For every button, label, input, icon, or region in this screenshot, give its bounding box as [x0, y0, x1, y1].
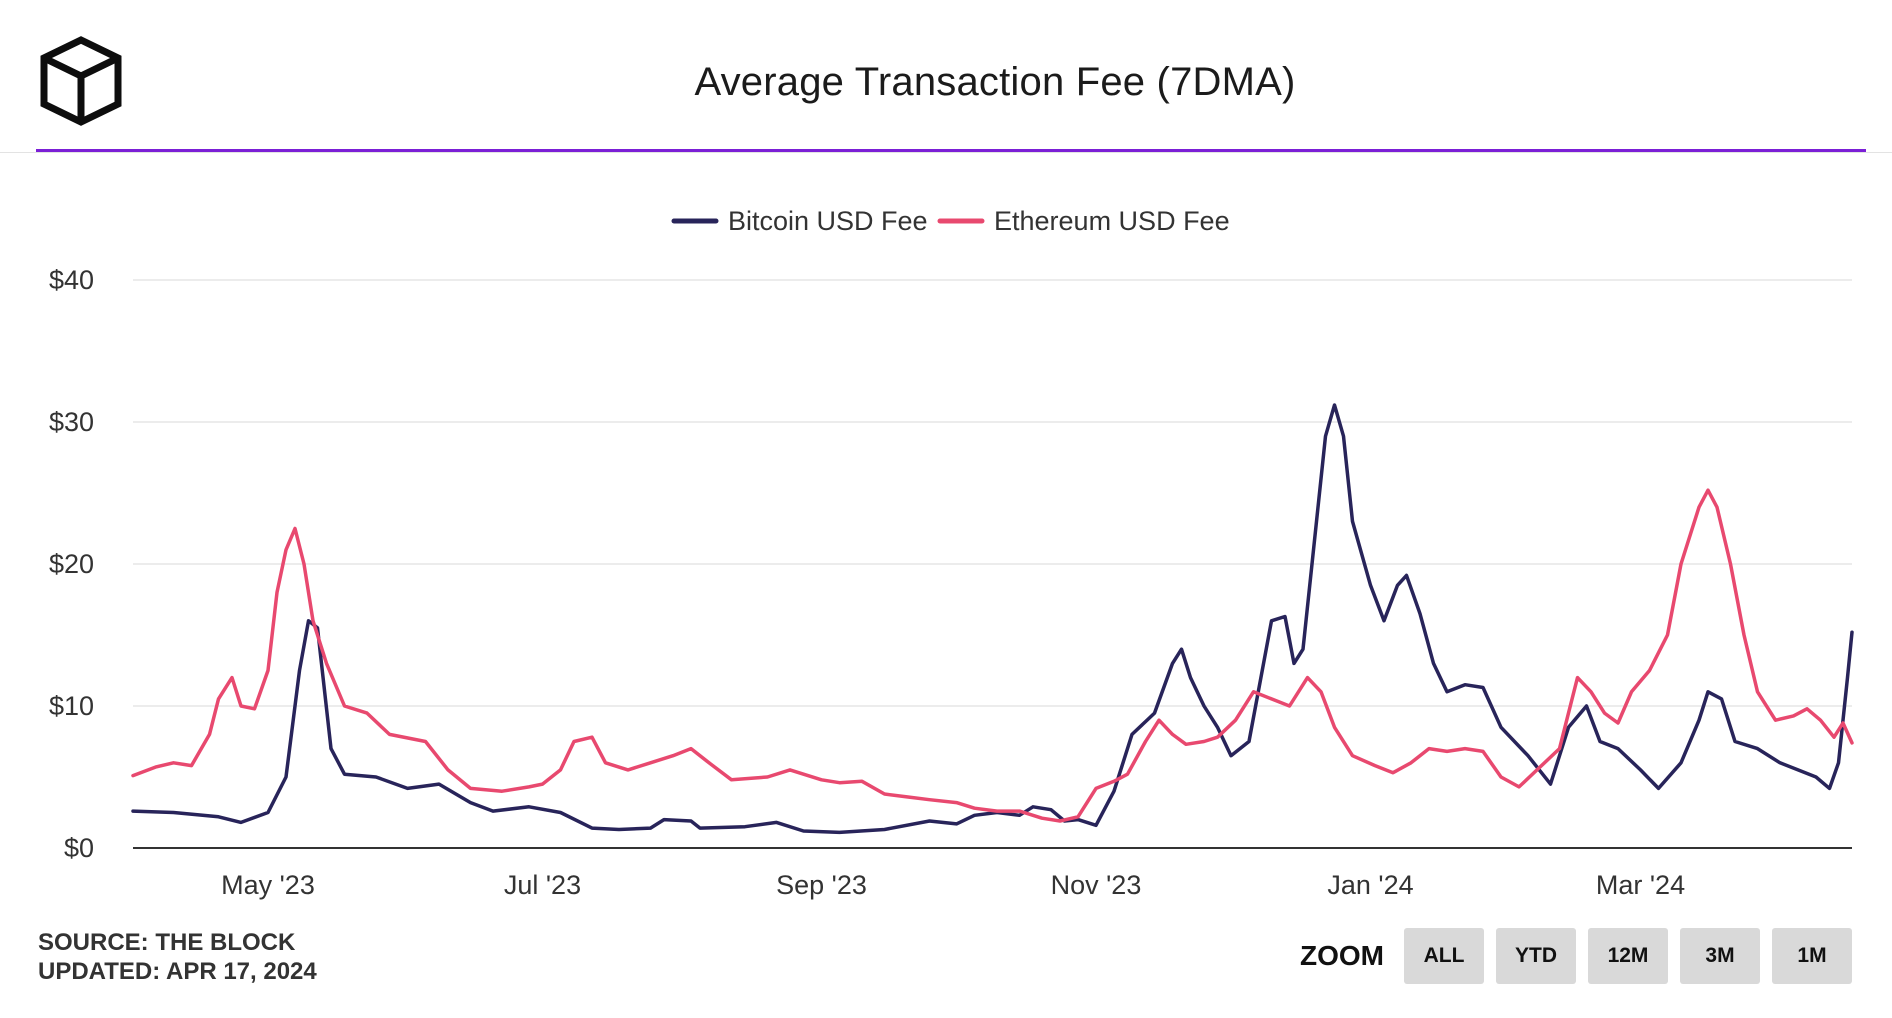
- gridlines: [133, 279, 1852, 707]
- x-tick-label: Jan '24: [1327, 870, 1413, 900]
- zoom-3m-button[interactable]: 3M: [1680, 928, 1760, 984]
- x-tick-label: May '23: [221, 870, 315, 900]
- zoom-12m-button[interactable]: 12M: [1588, 928, 1668, 984]
- x-axis: May '23 Jul '23 Sep '23 Nov '23 Jan '24 Mar '…: [133, 847, 1852, 900]
- y-tick-label: $10: [49, 691, 94, 721]
- cube-logo-icon: [40, 36, 122, 126]
- x-tick-label: Sep '23: [776, 870, 867, 900]
- y-tick-label: $40: [49, 265, 94, 295]
- zoom-all-button[interactable]: ALL: [1404, 928, 1484, 984]
- source-text: SOURCE: THE BLOCK: [38, 929, 296, 956]
- zoom-label: ZOOM: [1300, 940, 1384, 971]
- x-tick-label: Jul '23: [504, 870, 581, 900]
- legend-label: Ethereum USD Fee: [994, 206, 1230, 236]
- series-lines: [131, 403, 1854, 835]
- zoom-1m-button[interactable]: 1M: [1772, 928, 1852, 984]
- header-divider-shadow: [0, 152, 1892, 153]
- the-block-logo: [36, 36, 126, 126]
- y-axis: $0 $10 $20 $30 $40: [49, 265, 94, 863]
- source-note: SOURCE: THE BLOCK UPDATED: APR 17, 2024: [38, 928, 317, 986]
- bitcoin-fee-line: [131, 403, 1854, 835]
- zoom-controls: ZOOM ALL YTD 12M 3M 1M: [1300, 928, 1852, 984]
- ethereum-fee-line: [131, 488, 1854, 823]
- zoom-ytd-button[interactable]: YTD: [1496, 928, 1576, 984]
- legend[interactable]: Bitcoin USD Fee Ethereum USD Fee: [671, 206, 1230, 236]
- y-tick-label: $0: [64, 833, 94, 863]
- legend-label: Bitcoin USD Fee: [728, 206, 928, 236]
- x-tick-label: Nov '23: [1051, 870, 1142, 900]
- header-divider: [36, 149, 1866, 152]
- x-tick-label: Mar '24: [1596, 870, 1685, 900]
- legend-item-bitcoin[interactable]: Bitcoin USD Fee: [671, 206, 928, 236]
- updated-text: UPDATED: APR 17, 2024: [38, 958, 317, 985]
- chart-title: Average Transaction Fee (7DMA): [694, 60, 1296, 104]
- y-tick-label: $30: [49, 407, 94, 437]
- legend-item-ethereum[interactable]: Ethereum USD Fee: [937, 206, 1230, 236]
- y-tick-label: $20: [49, 549, 94, 579]
